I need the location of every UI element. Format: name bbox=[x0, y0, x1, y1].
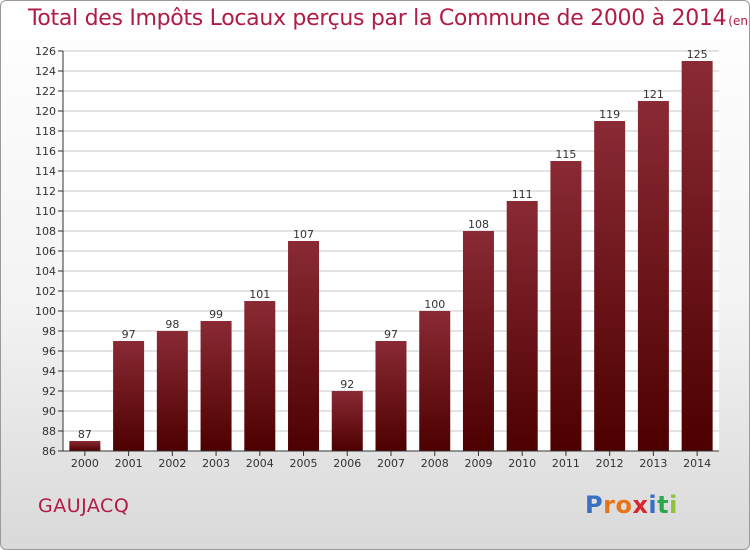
bar bbox=[156, 331, 188, 451]
y-tick-label: 110 bbox=[35, 205, 56, 218]
bar bbox=[637, 101, 669, 451]
data-label: 98 bbox=[165, 318, 179, 331]
data-label: 111 bbox=[512, 188, 533, 201]
x-tick-label: 2004 bbox=[246, 457, 274, 470]
y-tick-label: 126 bbox=[35, 45, 56, 58]
data-label: 92 bbox=[340, 378, 354, 391]
y-tick-label: 92 bbox=[42, 385, 56, 398]
x-tick-label: 2003 bbox=[202, 457, 230, 470]
y-tick-label: 96 bbox=[42, 345, 56, 358]
logo-letter: x bbox=[632, 491, 649, 519]
x-tick-label: 2001 bbox=[115, 457, 143, 470]
y-tick-label: 90 bbox=[42, 405, 56, 418]
logo-letter: r bbox=[603, 491, 616, 519]
data-label: 87 bbox=[78, 428, 92, 441]
bar bbox=[244, 301, 276, 451]
data-label: 108 bbox=[468, 218, 489, 231]
x-tick-label: 2006 bbox=[333, 457, 361, 470]
bar bbox=[331, 391, 363, 451]
x-tick-label: 2000 bbox=[71, 457, 99, 470]
y-tick-label: 124 bbox=[35, 65, 56, 78]
x-tick-label: 2014 bbox=[683, 457, 711, 470]
x-tick-label: 2002 bbox=[158, 457, 186, 470]
bar bbox=[288, 241, 320, 451]
chart-title: Total des Impôts Locaux perçus par la Co… bbox=[28, 6, 727, 31]
y-tick-label: 122 bbox=[35, 85, 56, 98]
data-label: 97 bbox=[122, 328, 136, 341]
bar bbox=[375, 341, 407, 451]
x-tick-label: 2012 bbox=[596, 457, 624, 470]
data-label: 107 bbox=[293, 228, 314, 241]
x-tick-label: 2007 bbox=[377, 457, 405, 470]
bar bbox=[113, 341, 145, 451]
y-tick-label: 104 bbox=[35, 265, 56, 278]
data-label: 97 bbox=[384, 328, 398, 341]
y-tick-label: 86 bbox=[42, 445, 56, 458]
data-label: 119 bbox=[599, 108, 620, 121]
bar bbox=[506, 201, 538, 451]
data-label: 101 bbox=[249, 288, 270, 301]
data-label: 125 bbox=[687, 48, 708, 61]
data-label: 99 bbox=[209, 308, 223, 321]
logo-letter: i bbox=[648, 491, 658, 519]
y-tick-label: 120 bbox=[35, 105, 56, 118]
chart-unit-note: (en milliers d'€) bbox=[728, 14, 749, 28]
data-label: 115 bbox=[555, 148, 576, 161]
bar bbox=[69, 441, 101, 451]
logo-letter: i bbox=[669, 491, 678, 519]
x-tick-label: 2010 bbox=[508, 457, 536, 470]
y-tick-label: 116 bbox=[35, 145, 56, 158]
y-tick-label: 102 bbox=[35, 285, 56, 298]
y-tick-label: 108 bbox=[35, 225, 56, 238]
proxiti-logo: Proxiti bbox=[585, 491, 678, 519]
x-tick-label: 2009 bbox=[464, 457, 492, 470]
bar bbox=[419, 311, 451, 451]
y-tick-label: 88 bbox=[42, 425, 56, 438]
y-tick-label: 114 bbox=[35, 165, 56, 178]
bar bbox=[200, 321, 232, 451]
y-tick-label: 118 bbox=[35, 125, 56, 138]
x-tick-label: 2008 bbox=[421, 457, 449, 470]
bar bbox=[681, 61, 713, 451]
logo-letter: t bbox=[657, 491, 670, 519]
logo-letter: P bbox=[585, 491, 604, 519]
x-tick-label: 2013 bbox=[639, 457, 667, 470]
bar bbox=[462, 231, 494, 451]
bar bbox=[594, 121, 626, 451]
x-tick-label: 2005 bbox=[290, 457, 318, 470]
data-label: 100 bbox=[424, 298, 445, 311]
y-tick-label: 112 bbox=[35, 185, 56, 198]
x-tick-label: 2011 bbox=[552, 457, 580, 470]
commune-name: GAUJACQ bbox=[38, 495, 130, 517]
chart-title-row: Total des Impôts Locaux perçus par la Co… bbox=[28, 6, 749, 31]
logo-letter: o bbox=[615, 491, 633, 519]
y-tick-label: 100 bbox=[35, 305, 56, 318]
y-tick-label: 94 bbox=[42, 365, 56, 378]
data-label: 121 bbox=[643, 88, 664, 101]
bar bbox=[550, 161, 582, 451]
y-tick-label: 98 bbox=[42, 325, 56, 338]
y-tick-label: 106 bbox=[35, 245, 56, 258]
